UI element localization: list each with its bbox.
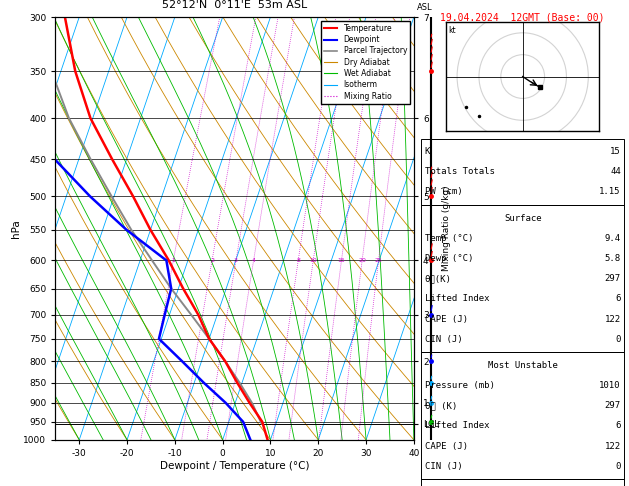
Text: θᴇ (K): θᴇ (K) [425, 401, 457, 410]
Text: 44: 44 [610, 167, 621, 176]
Text: 122: 122 [604, 314, 621, 324]
Y-axis label: Mixing Ratio (g/kg): Mixing Ratio (g/kg) [442, 186, 451, 271]
Text: 10: 10 [309, 258, 317, 263]
Text: 1.15: 1.15 [599, 188, 621, 196]
Text: 1010: 1010 [599, 381, 621, 390]
Text: 5.8: 5.8 [604, 254, 621, 263]
Text: 9.4: 9.4 [604, 234, 621, 243]
Text: 4: 4 [252, 258, 255, 263]
Text: CIN (J): CIN (J) [425, 335, 462, 344]
Text: 122: 122 [604, 442, 621, 451]
Text: Totals Totals: Totals Totals [425, 167, 494, 176]
Text: Pressure (mb): Pressure (mb) [425, 381, 494, 390]
Text: 25: 25 [374, 258, 382, 263]
Text: 3: 3 [234, 258, 238, 263]
Text: Dewp (°C): Dewp (°C) [425, 254, 473, 263]
Text: CAPE (J): CAPE (J) [425, 442, 467, 451]
Text: 52°12'N  0°11'E  53m ASL: 52°12'N 0°11'E 53m ASL [162, 0, 307, 10]
Text: 0: 0 [615, 462, 621, 471]
Text: 8: 8 [296, 258, 300, 263]
Text: 15: 15 [338, 258, 345, 263]
Text: kt: kt [448, 26, 456, 35]
Text: 19.04.2024  12GMT (Base: 00): 19.04.2024 12GMT (Base: 00) [440, 12, 605, 22]
Text: Lifted Index: Lifted Index [425, 421, 489, 431]
Text: Temp (°C): Temp (°C) [425, 234, 473, 243]
Text: K: K [425, 147, 430, 156]
Text: 15: 15 [610, 147, 621, 156]
Text: Surface: Surface [504, 214, 542, 223]
X-axis label: Dewpoint / Temperature (°C): Dewpoint / Temperature (°C) [160, 461, 309, 470]
Text: 297: 297 [604, 274, 621, 283]
Text: CIN (J): CIN (J) [425, 462, 462, 471]
Text: 6: 6 [615, 421, 621, 431]
Text: 1: 1 [171, 258, 175, 263]
Text: PW (cm): PW (cm) [425, 188, 462, 196]
Text: θᴇ(K): θᴇ(K) [425, 274, 452, 283]
Text: Most Unstable: Most Unstable [487, 361, 558, 370]
Legend: Temperature, Dewpoint, Parcel Trajectory, Dry Adiabat, Wet Adiabat, Isotherm, Mi: Temperature, Dewpoint, Parcel Trajectory… [321, 21, 410, 104]
Text: Lifted Index: Lifted Index [425, 295, 489, 303]
Text: 297: 297 [604, 401, 621, 410]
Y-axis label: hPa: hPa [11, 219, 21, 238]
Text: 2: 2 [210, 258, 214, 263]
Text: 20: 20 [358, 258, 366, 263]
Text: km
ASL: km ASL [417, 0, 433, 12]
Text: 6: 6 [615, 295, 621, 303]
Text: CAPE (J): CAPE (J) [425, 314, 467, 324]
Text: 0: 0 [615, 335, 621, 344]
